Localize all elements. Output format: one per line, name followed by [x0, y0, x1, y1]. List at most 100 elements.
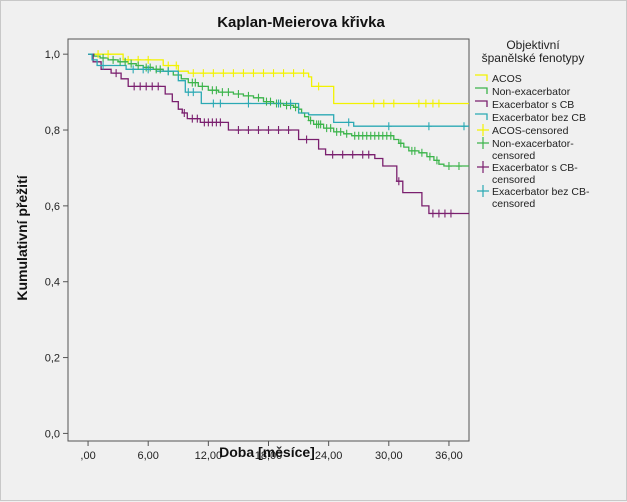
y-tick-label: 0,2 — [45, 353, 60, 365]
censor-layer — [95, 50, 467, 218]
y-tick-label: 0,8 — [45, 125, 60, 137]
legend-title: Objektivní — [506, 38, 560, 52]
legend-entry: ACOS — [475, 73, 522, 85]
censored-markers — [100, 61, 467, 131]
censored-mark — [415, 99, 422, 108]
x-axis-label: Doba [měsíce] — [219, 444, 315, 460]
legend-swatch — [475, 87, 488, 94]
censored-mark — [300, 69, 307, 78]
censored-mark — [117, 57, 124, 66]
y-axis-ticks: 0,0 0,2 0,4 0,6 0,8 1,0 — [45, 49, 68, 440]
censored-mark — [433, 156, 440, 165]
legend-swatch — [477, 185, 489, 197]
censored-mark — [385, 122, 392, 131]
censored-mark — [145, 55, 152, 64]
censored-markers — [95, 50, 442, 108]
censored-mark — [100, 61, 107, 70]
censored-mark — [395, 177, 402, 186]
legend-entry: ACOS-censored — [477, 124, 569, 137]
censored-mark — [267, 97, 274, 106]
censored-mark — [95, 50, 102, 59]
x-tick-label: 36,00 — [435, 450, 463, 462]
legend-entry: Exacerbator s CB-censored — [477, 161, 578, 186]
censored-mark — [292, 103, 299, 112]
censored-mark — [210, 69, 217, 78]
legend-entry: Non-exacerbator-censored — [477, 137, 574, 162]
legend-label: ACOS-censored — [492, 125, 569, 137]
censored-mark — [285, 126, 292, 135]
censored-mark — [425, 122, 432, 131]
legend-swatch — [475, 100, 488, 107]
censored-mark — [217, 118, 224, 127]
y-tick-label: 0,6 — [45, 201, 60, 213]
legend-entry: Non-exacerbator — [475, 86, 571, 98]
censored-mark — [359, 150, 366, 159]
censored-mark — [275, 99, 282, 108]
censored-markers — [113, 69, 454, 218]
censored-mark — [280, 69, 287, 78]
censored-mark — [100, 53, 107, 62]
y-tick-label: 0,4 — [45, 277, 60, 289]
censored-mark — [155, 82, 162, 91]
censored-mark — [429, 99, 436, 108]
censored-mark — [181, 108, 188, 117]
censored-mark — [329, 150, 336, 159]
censored-mark — [370, 99, 377, 108]
legend-label: Non-exacerbator- — [492, 138, 574, 150]
legend-label: censored — [492, 174, 535, 186]
censored-mark — [128, 59, 135, 68]
censored-mark — [190, 88, 197, 97]
censored-mark — [422, 99, 429, 108]
censored-mark — [140, 65, 147, 74]
km-curve — [88, 53, 469, 105]
legend-label: Exacerbator bez CB — [492, 112, 586, 124]
y-tick-label: 1,0 — [45, 49, 60, 61]
censored-mark — [349, 150, 356, 159]
legend-entry: Exacerbator s CB — [475, 99, 574, 111]
censored-mark — [315, 82, 322, 91]
censored-mark — [426, 152, 433, 161]
censored-mark — [275, 126, 282, 135]
censored-mark — [213, 86, 220, 95]
legend-label: censored — [492, 150, 535, 162]
censored-mark — [131, 82, 138, 91]
censored-mark — [105, 50, 112, 59]
censored-mark — [200, 69, 207, 78]
legend-title: španělské fenotypy — [482, 51, 585, 65]
censored-mark — [250, 69, 257, 78]
censored-mark — [387, 131, 394, 140]
y-tick-label: 0,0 — [45, 428, 60, 440]
censored-mark — [435, 209, 442, 218]
censored-mark — [149, 82, 156, 91]
censored-mark — [113, 69, 120, 78]
censored-mark — [143, 82, 150, 91]
legend-entry: Exacerbator bez CB-censored — [477, 185, 590, 210]
legend-label: Exacerbator s CB- — [492, 162, 578, 174]
censored-mark — [429, 209, 436, 218]
censored-mark — [192, 78, 199, 87]
censored-mark — [441, 209, 448, 218]
censored-mark — [240, 69, 247, 78]
censored-mark — [189, 114, 196, 123]
censored-mark — [219, 88, 226, 97]
x-tick-label: 24,00 — [315, 450, 343, 462]
censored-mark — [255, 93, 262, 102]
censored-mark — [365, 150, 372, 159]
censored-mark — [447, 209, 454, 218]
x-tick-label: 18,00 — [255, 450, 283, 462]
censored-mark — [460, 122, 467, 131]
chart-title: Kaplan-Meierova křivka — [217, 14, 385, 31]
censored-mark — [418, 148, 425, 157]
censored-mark — [303, 135, 310, 144]
legend-label: censored — [492, 198, 535, 210]
censored-mark — [345, 118, 352, 127]
censored-mark — [287, 99, 294, 108]
censored-mark — [245, 91, 252, 100]
censored-mark — [210, 99, 217, 108]
censored-mark — [235, 89, 242, 98]
legend-label: ACOS — [492, 73, 522, 85]
censored-mark — [390, 99, 397, 108]
legend-label: Non-exacerbator — [492, 86, 571, 98]
